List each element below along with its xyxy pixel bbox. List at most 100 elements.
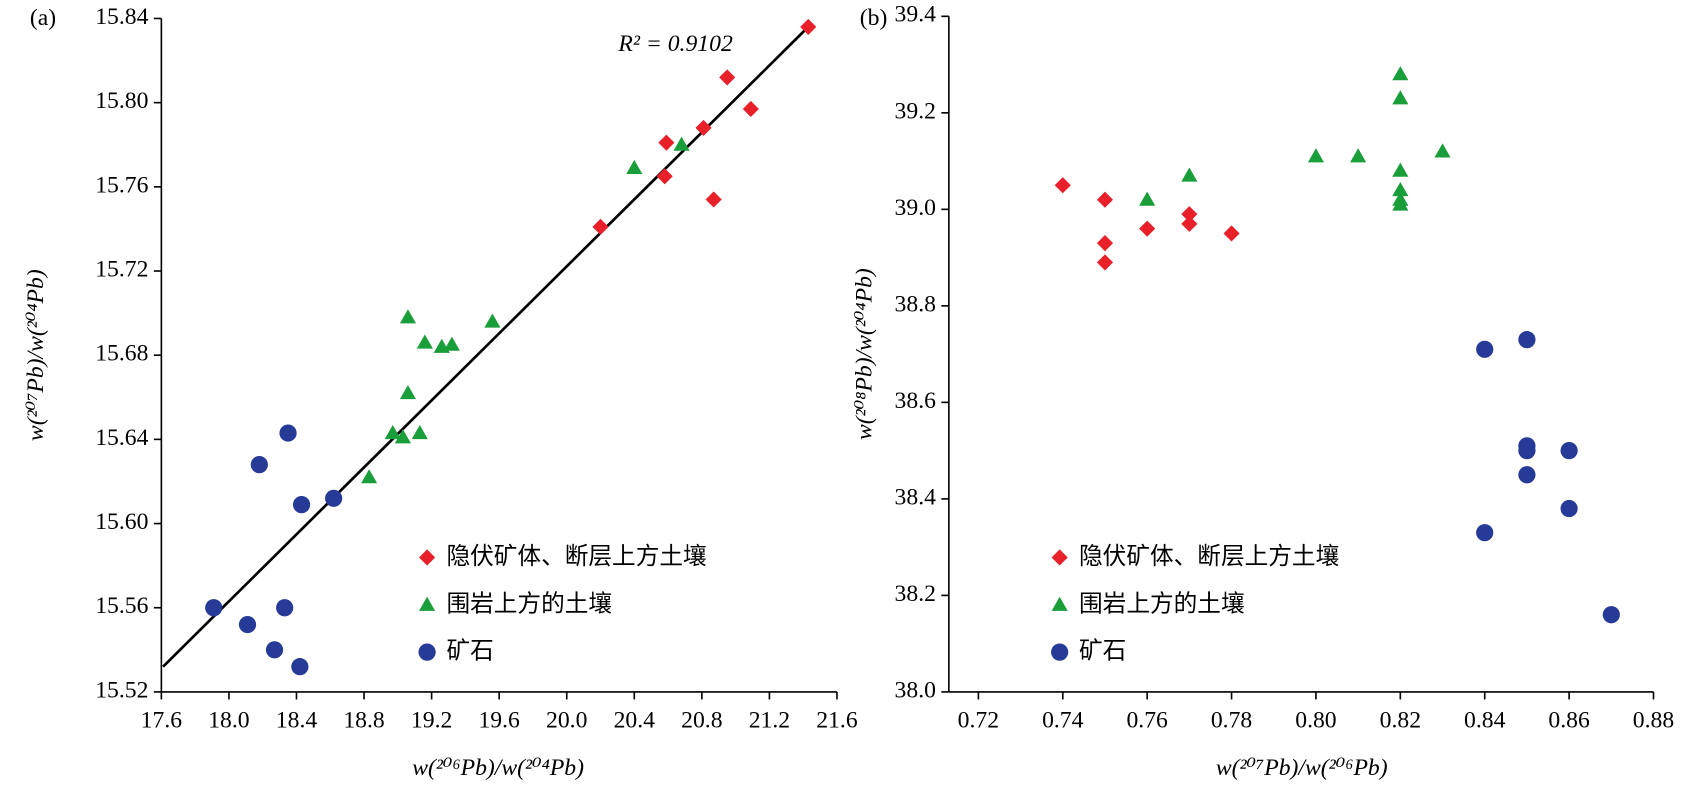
data-point (592, 218, 609, 235)
data-point (325, 489, 343, 507)
data-point (484, 313, 501, 328)
data-point (1139, 191, 1156, 206)
data-point (1392, 196, 1409, 211)
data-point (1392, 181, 1409, 197)
data-point (1223, 225, 1240, 242)
data-point (1518, 466, 1536, 484)
data-point (265, 641, 284, 659)
data-point (1476, 524, 1494, 542)
data-point (1392, 66, 1409, 81)
data-point (399, 385, 417, 400)
data-point (399, 309, 417, 324)
trendline (162, 25, 810, 668)
legend-marker (418, 643, 436, 661)
x-tick-label: 0.88 (1633, 707, 1674, 733)
data-point (1392, 90, 1409, 105)
data-point (1096, 191, 1114, 208)
y-axis-title: w(²⁰⁷Pb)/w(²⁰⁴Pb) (23, 269, 49, 441)
x-tick-label: 19.2 (411, 707, 452, 733)
data-point (279, 424, 297, 442)
data-point (658, 134, 675, 151)
annotation: R² = 0.9102 (617, 31, 733, 57)
x-tick-label: 21.2 (749, 707, 790, 733)
y-tick-label: 15.56 (95, 593, 148, 619)
data-point (361, 469, 378, 484)
x-tick-label: 0.80 (1295, 707, 1336, 733)
legend-label: 隐伏矿体、断层上方土壤 (446, 542, 706, 570)
y-tick-label: 38.4 (895, 484, 937, 510)
x-axis-title: w(²⁰⁷Pb)/w(²⁰⁶Pb) (1216, 755, 1388, 781)
panel-label: (a) (30, 5, 56, 31)
data-point (292, 496, 311, 514)
data-point (276, 599, 294, 617)
y-tick-label: 38.8 (895, 291, 936, 317)
data-point (695, 119, 712, 136)
x-tick-label: 0.84 (1464, 707, 1506, 733)
data-point (205, 599, 223, 617)
y-tick-label: 15.80 (95, 88, 148, 114)
x-tick-label: 20.8 (681, 707, 722, 733)
legend-marker (419, 596, 436, 611)
data-point (1096, 254, 1114, 271)
legend-label: 矿石 (446, 637, 493, 665)
data-point (291, 658, 309, 676)
data-point (1307, 148, 1325, 163)
data-point (250, 456, 268, 474)
x-tick-label: 18.8 (343, 707, 384, 733)
data-point (1054, 177, 1071, 194)
x-tick-label: 0.82 (1380, 707, 1421, 733)
legend-label: 围岩上方的土壤 (446, 589, 612, 617)
data-point (1181, 206, 1198, 223)
panel-label: (b) (860, 5, 888, 31)
data-point (443, 336, 460, 351)
y-tick-label: 39.0 (895, 195, 936, 221)
y-tick-label: 39.4 (895, 2, 937, 28)
data-point (1560, 499, 1578, 518)
data-point (626, 159, 643, 174)
data-point (1476, 340, 1494, 358)
data-point (1602, 606, 1620, 624)
data-point (1560, 442, 1578, 460)
y-tick-label: 38.2 (895, 581, 936, 607)
x-tick-label: 17.6 (141, 707, 183, 733)
x-tick-label: 0.76 (1126, 707, 1168, 733)
data-point (433, 338, 450, 353)
x-tick-label: 19.6 (478, 707, 520, 733)
y-tick-label: 15.72 (95, 256, 148, 282)
y-tick-label: 15.84 (95, 4, 148, 30)
data-point (238, 615, 257, 634)
legend-label: 矿石 (1079, 637, 1126, 665)
data-point (800, 18, 817, 35)
data-point (416, 334, 433, 349)
data-point (719, 69, 736, 86)
data-point (394, 429, 411, 444)
x-tick-label: 0.78 (1211, 707, 1252, 733)
x-tick-label: 18.0 (208, 707, 249, 733)
y-tick-label: 15.64 (95, 425, 148, 451)
x-tick-label: 20.4 (614, 707, 656, 733)
y-tick-label: 39.2 (895, 98, 936, 124)
data-point (1139, 220, 1156, 237)
data-point (1181, 167, 1198, 182)
data-point (705, 191, 722, 208)
data-point (1518, 442, 1536, 460)
y-tick-label: 15.60 (95, 509, 148, 535)
data-point (1434, 143, 1451, 158)
y-tick-label: 15.68 (95, 341, 148, 367)
data-point (384, 424, 401, 440)
x-tick-label: 21.6 (816, 707, 858, 733)
x-axis-title: w(²⁰⁶Pb)/w(²⁰⁴Pb) (412, 755, 584, 781)
data-point (1392, 162, 1409, 177)
x-tick-label: 0.74 (1042, 707, 1084, 733)
legend-label: 隐伏矿体、断层上方土壤 (1079, 542, 1339, 570)
y-tick-label: 15.52 (95, 677, 148, 703)
x-tick-label: 18.4 (276, 707, 318, 733)
data-point (1518, 331, 1536, 349)
y-tick-label: 38.0 (895, 677, 936, 703)
x-tick-label: 0.72 (958, 707, 999, 733)
legend-marker (1051, 643, 1069, 661)
legend-marker (419, 549, 436, 566)
x-tick-label: 0.86 (1548, 707, 1590, 733)
